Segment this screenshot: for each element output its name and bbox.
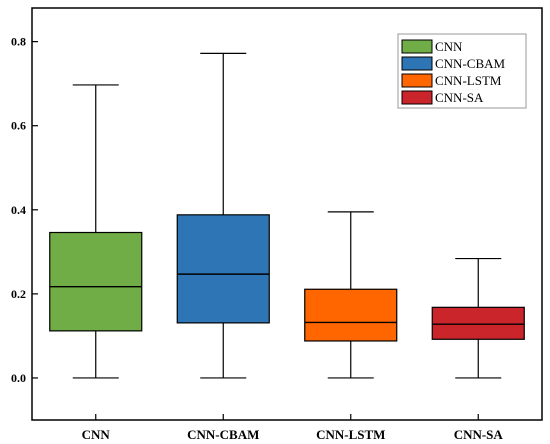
box-cnn-lstm [304,211,398,379]
box-cnn-cbam [176,52,270,379]
legend-label: CNN-CBAM [435,56,506,71]
legend-label: CNN-SA [435,90,484,105]
legend-label: CNN-LSTM [435,73,502,88]
legend-swatch [401,90,433,105]
legend-swatch [401,56,433,71]
box-body [49,231,143,332]
box-cnn-sa [431,257,525,379]
legend-swatch [401,73,433,88]
legend-label: CNN [435,39,463,54]
x-tick-label: CNN-SA [454,427,504,442]
box-body [176,214,270,324]
legend-swatch [401,39,433,54]
y-tick-label: 0.0 [11,371,26,385]
x-tick-label: CNN-LSTM [316,427,385,442]
y-tick-label: 0.4 [11,203,26,217]
box-body [304,288,398,342]
x-tick-label: CNN-CBAM [187,427,259,442]
plot-frame [31,7,543,421]
y-tick-label: 0.2 [11,287,26,301]
box-body [431,306,525,340]
box-cnn [49,84,143,379]
y-tick-label: 0.8 [11,35,26,49]
x-tick-label: CNN [82,427,111,442]
y-tick-label: 0.6 [11,119,26,133]
